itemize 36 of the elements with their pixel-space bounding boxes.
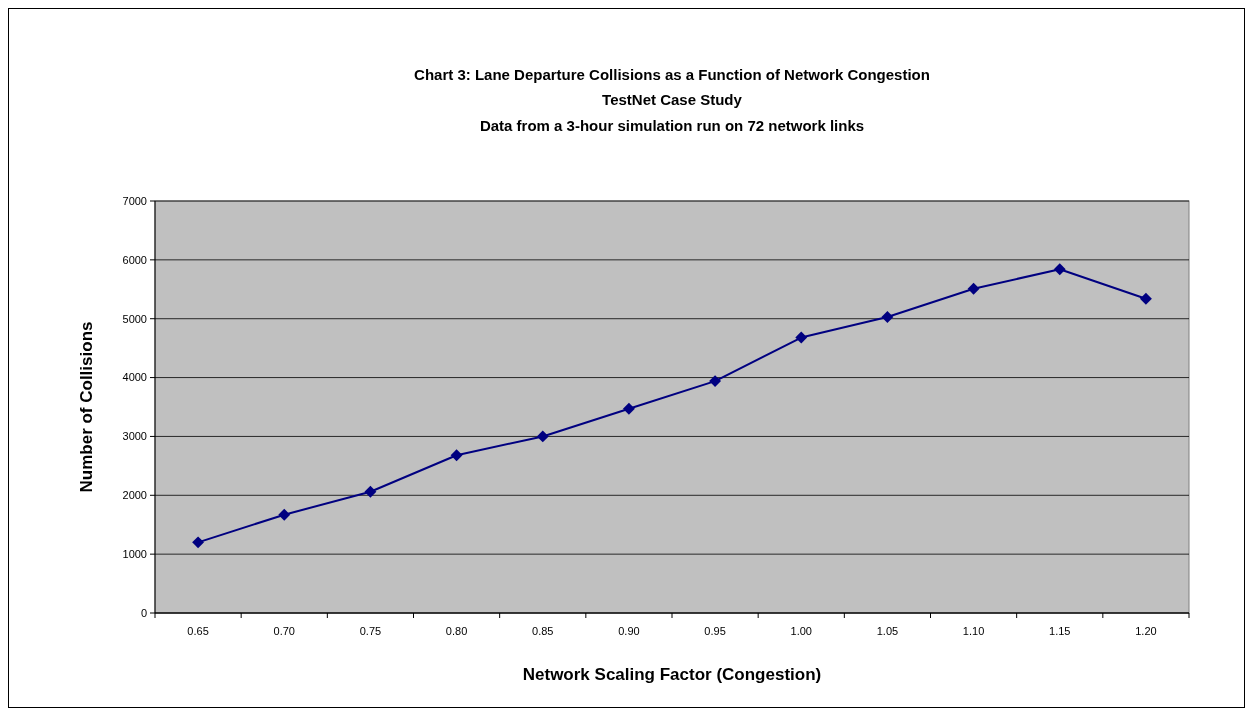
y-tick-label: 6000 [122, 253, 147, 266]
y-tick-label: 2000 [122, 489, 147, 502]
point [795, 331, 808, 344]
y-tick-label: 7000 [122, 194, 147, 207]
x-tick-label: 0.90 [618, 625, 640, 637]
point [1139, 292, 1152, 305]
x-tick-label: 1.05 [876, 625, 899, 637]
chart-title: Chart 3: Lane Departure Collisions as a Function of Network Congestion [414, 66, 930, 83]
chart-subtitle: TestNet Case Study Data from a 3-hour simulation run on 72 network links [479, 91, 865, 134]
x-tick-label: 1.00 [790, 625, 812, 637]
x-tick-label: 1.15 [1049, 625, 1071, 637]
point [881, 311, 894, 323]
x-tick-label: 1.20 [1135, 625, 1157, 637]
y-tick-label: 5000 [122, 312, 147, 325]
point [192, 536, 205, 549]
x-tick-label: 0.75 [359, 625, 382, 637]
x-axis-title: Network Scaling Factor (Congestion) [522, 665, 822, 684]
y-tick-label: 0 [140, 606, 147, 619]
y-tick-label: 4000 [122, 371, 147, 384]
x-tick-label: 0.85 [532, 625, 554, 637]
point [536, 430, 549, 443]
y-axis-title: Number of Collisions [77, 321, 96, 493]
x-tick-label: 1.10 [962, 625, 985, 637]
point [1053, 263, 1066, 276]
x-tick-label: 0.95 [704, 625, 726, 637]
x-tick-label: 0.70 [273, 625, 295, 637]
x-tick-label: 0.65 [187, 625, 209, 637]
point [709, 375, 722, 388]
point [278, 508, 291, 521]
y-tick-label: 1000 [122, 547, 147, 560]
point [622, 402, 635, 415]
y-tick-label: 3000 [122, 430, 147, 443]
x-tick-label: 0.80 [445, 625, 468, 637]
point [364, 485, 377, 498]
point [450, 449, 463, 462]
point [967, 282, 980, 295]
